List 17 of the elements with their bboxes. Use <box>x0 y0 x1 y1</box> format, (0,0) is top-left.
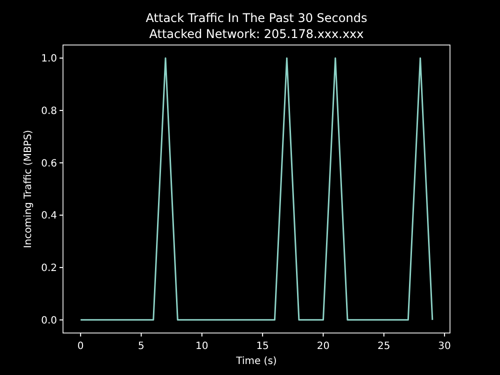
x-tick-label: 20 <box>316 341 330 352</box>
x-tick-label: 25 <box>378 341 390 352</box>
x-tick-label: 15 <box>256 341 269 352</box>
x-tick-label: 10 <box>196 341 208 352</box>
chart-title: Attack Traffic In The Past 30 Seconds <box>146 11 368 25</box>
y-tick-label: 0.4 <box>41 210 57 222</box>
chart-subtitle: Attacked Network: 205.178.xxx.xxx <box>149 27 364 41</box>
y-tick-label: 0.0 <box>41 315 57 326</box>
y-tick-label: 0.2 <box>41 263 57 274</box>
y-tick-label: 0.8 <box>41 106 57 117</box>
y-tick-label: 0.6 <box>41 158 57 170</box>
x-axis-title: Time (s) <box>235 356 277 367</box>
x-tick-label: 0 <box>77 341 84 352</box>
x-tick-label: 5 <box>138 341 144 352</box>
y-axis-title: Incoming Traffic (MBPS) <box>23 130 34 248</box>
y-tick-label: 1.0 <box>41 54 57 65</box>
x-tick-label: 30 <box>438 341 451 352</box>
